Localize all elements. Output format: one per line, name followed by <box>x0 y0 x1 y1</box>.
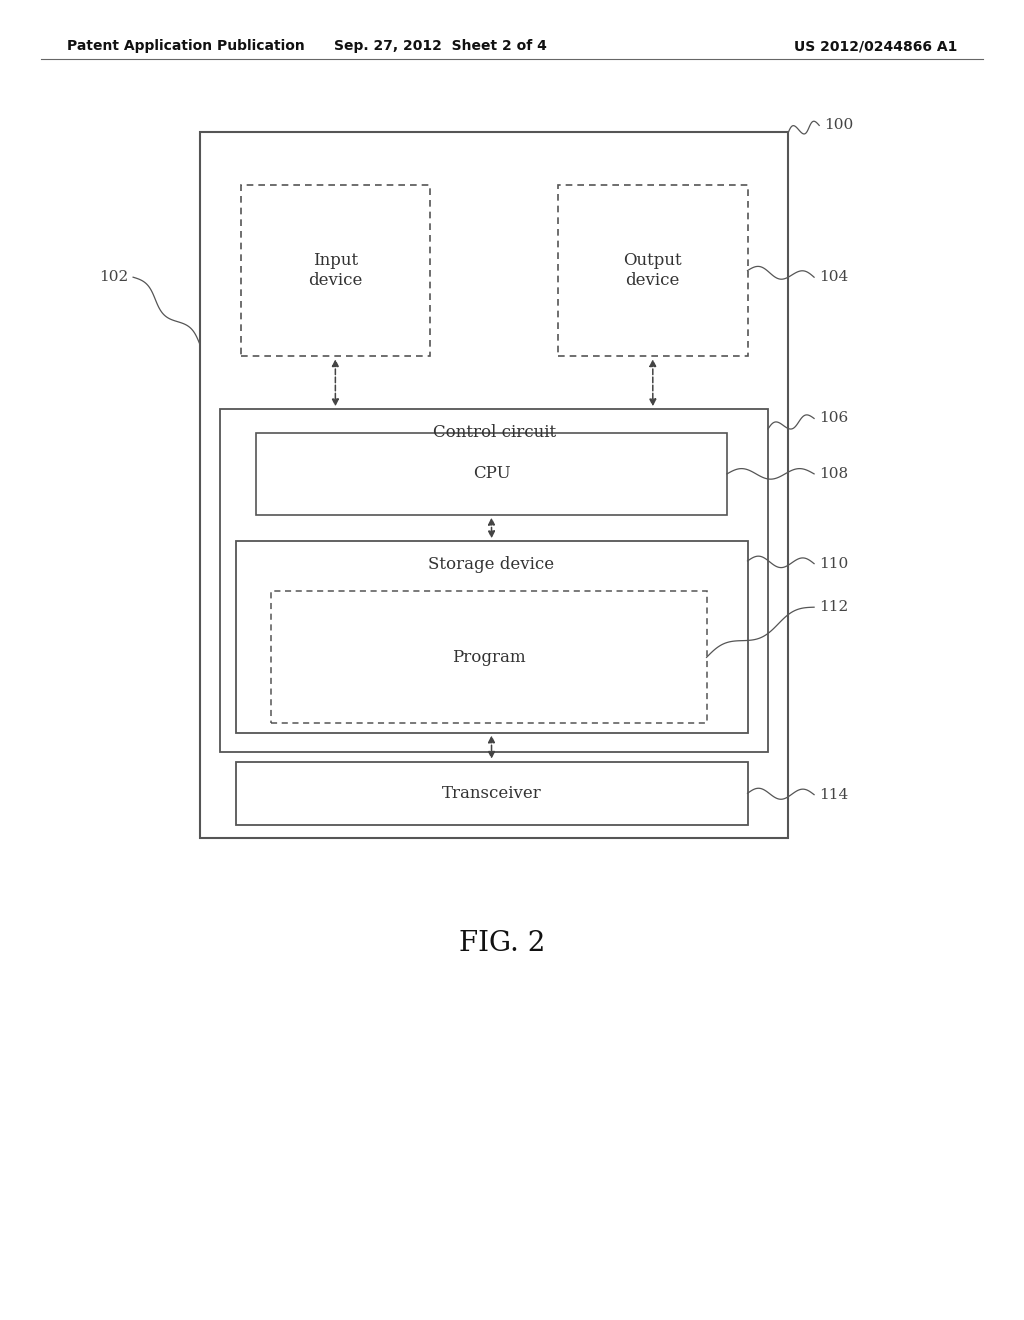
Bar <box>271 591 707 723</box>
Text: Input
device: Input device <box>308 252 362 289</box>
Text: US 2012/0244866 A1: US 2012/0244866 A1 <box>794 40 957 53</box>
Text: FIG. 2: FIG. 2 <box>459 931 545 957</box>
Text: Sep. 27, 2012  Sheet 2 of 4: Sep. 27, 2012 Sheet 2 of 4 <box>334 40 547 53</box>
Text: 114: 114 <box>819 788 849 801</box>
Text: 102: 102 <box>98 271 128 284</box>
Text: CPU: CPU <box>473 466 510 482</box>
Text: 108: 108 <box>819 467 848 480</box>
Text: Patent Application Publication: Patent Application Publication <box>67 40 304 53</box>
Text: Storage device: Storage device <box>428 557 555 573</box>
Text: Transceiver: Transceiver <box>441 785 542 801</box>
Bar <box>236 541 748 733</box>
Bar <box>241 185 430 356</box>
Bar <box>558 185 748 356</box>
Text: Control circuit: Control circuit <box>432 425 556 441</box>
Bar <box>200 132 788 838</box>
Bar <box>236 762 748 825</box>
Text: 110: 110 <box>819 557 849 570</box>
Text: Output
device: Output device <box>624 252 682 289</box>
Bar <box>256 433 727 515</box>
Text: 106: 106 <box>819 412 849 425</box>
Text: Program: Program <box>453 649 525 665</box>
Text: 104: 104 <box>819 271 849 284</box>
Bar <box>220 409 768 752</box>
Text: 112: 112 <box>819 601 849 614</box>
Text: 100: 100 <box>824 119 854 132</box>
